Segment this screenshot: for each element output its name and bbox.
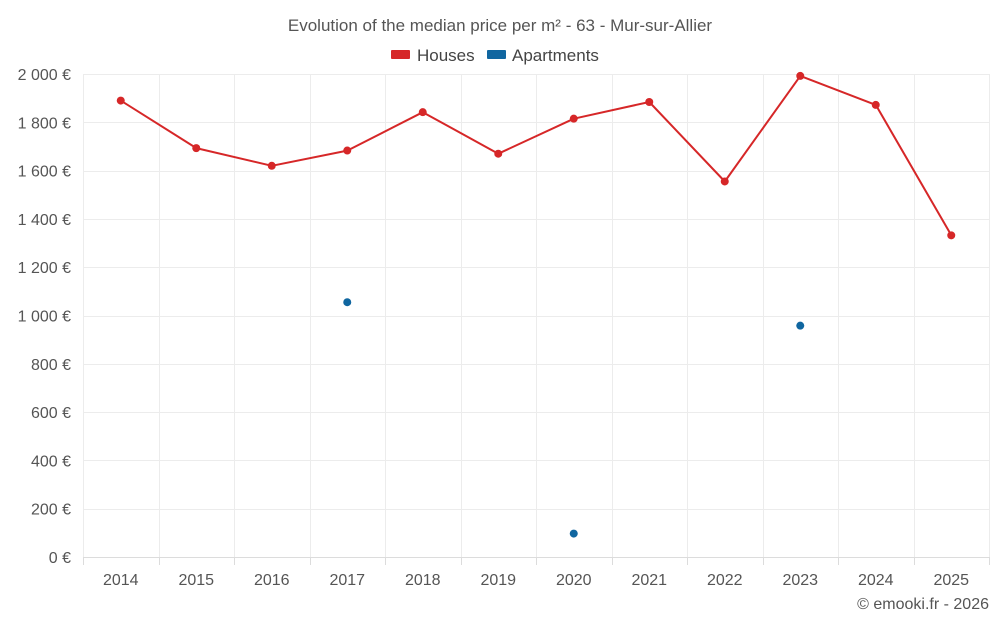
data-point-houses[interactable]: [494, 149, 503, 158]
x-tick-label: 2017: [329, 572, 365, 589]
series-houses: [116, 71, 956, 240]
y-tick-label: 1 800 €: [18, 115, 71, 132]
y-tick-label: 400 €: [31, 453, 71, 470]
legend-swatch-apartments: [487, 50, 506, 59]
x-tick-label: 2025: [933, 572, 969, 589]
data-point-houses[interactable]: [947, 231, 956, 240]
credit-text: © emooki.fr - 2026: [857, 596, 989, 613]
y-tick-label: 200 €: [31, 502, 71, 519]
x-tick-label: 2015: [178, 572, 214, 589]
y-tick-label: 1 400 €: [18, 212, 71, 229]
y-tick-label: 1 000 €: [18, 309, 71, 326]
x-tick-label: 2018: [405, 572, 441, 589]
data-point-houses[interactable]: [192, 144, 201, 153]
series-layer: [116, 71, 956, 538]
legend-label-apartments: Apartments: [512, 46, 599, 65]
y-tick-label: 1 600 €: [18, 164, 71, 181]
legend-item-apartments[interactable]: Apartments: [487, 46, 599, 65]
x-tick-label: 2023: [782, 572, 818, 589]
chart-title: Evolution of the median price per m² - 6…: [288, 16, 713, 35]
data-point-houses[interactable]: [267, 161, 276, 170]
y-tick-label: 0 €: [49, 550, 71, 567]
y-tick-label: 1 200 €: [18, 260, 71, 277]
y-tick-label: 600 €: [31, 405, 71, 422]
x-tick-label: 2019: [480, 572, 516, 589]
data-point-houses[interactable]: [645, 98, 654, 107]
data-point-apartments[interactable]: [343, 298, 352, 307]
data-point-houses[interactable]: [116, 96, 125, 105]
series-apartments: [343, 298, 805, 538]
data-point-houses[interactable]: [720, 177, 729, 186]
legend-swatch-houses: [391, 50, 410, 59]
x-tick-label: 2024: [858, 572, 894, 589]
x-tick-label: 2021: [631, 572, 667, 589]
x-tick-label: 2020: [556, 572, 592, 589]
data-point-houses[interactable]: [343, 146, 352, 155]
data-point-houses[interactable]: [569, 114, 578, 123]
x-tick-label: 2014: [103, 572, 139, 589]
data-point-apartments[interactable]: [569, 529, 578, 538]
legend[interactable]: Houses Apartments: [391, 46, 599, 65]
x-tick-label: 2022: [707, 572, 743, 589]
legend-label-houses: Houses: [417, 46, 475, 65]
grid-layer: [83, 74, 990, 557]
y-tick-label: 800 €: [31, 357, 71, 374]
data-point-houses[interactable]: [796, 71, 805, 80]
series-line-houses: [120, 74, 953, 236]
legend-item-houses[interactable]: Houses: [391, 46, 475, 65]
data-point-houses[interactable]: [418, 108, 427, 117]
data-point-apartments[interactable]: [796, 321, 805, 330]
y-tick-label: 2 000 €: [18, 67, 71, 84]
axis-layer: 0 € 200 € 400 € 600 € 800 € 1 000 € 1 200 € 1 4…: [18, 67, 990, 589]
data-point-houses[interactable]: [871, 100, 880, 109]
x-tick-label: 2016: [254, 572, 290, 589]
